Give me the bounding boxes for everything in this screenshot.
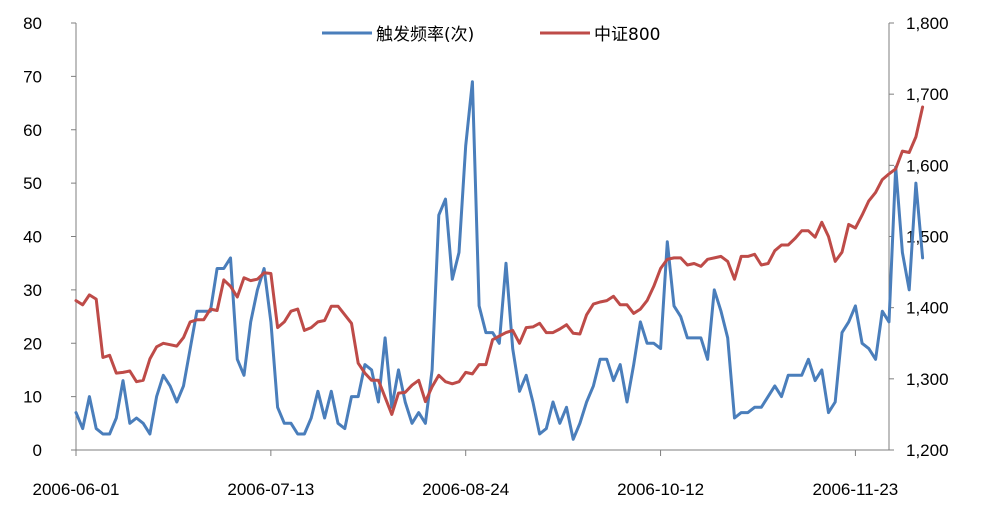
y-right-tick-label: 1,500 xyxy=(906,228,949,247)
x-tick-label: 2006-07-13 xyxy=(227,480,314,499)
y-left-tick-label: 50 xyxy=(23,174,42,193)
legend-label-trigger-frequency: 触发频率(次) xyxy=(376,25,474,45)
y-left-tick-label: 80 xyxy=(23,14,42,33)
y-left-tick-label: 60 xyxy=(23,121,42,140)
y-left-tick-label: 0 xyxy=(33,441,42,460)
x-tick-label: 2006-06-01 xyxy=(33,480,120,499)
y-right-tick-label: 1,600 xyxy=(906,156,949,175)
y-left-tick-label: 20 xyxy=(23,334,42,353)
legend-label-csi800: 中证800 xyxy=(594,25,660,45)
chart-series-lines xyxy=(74,80,925,441)
chart-legend: 触发频率(次) 中证800 xyxy=(322,25,660,45)
y-right-tick-label: 1,400 xyxy=(906,299,949,318)
x-tick-label: 2006-11-23 xyxy=(813,480,899,499)
series-line-trigger-frequency xyxy=(74,80,925,441)
chart-axes: 0 10 20 30 40 50 60 70 80 1,200 1,300 1,400 1,500 1,6… xyxy=(23,14,948,499)
y-right-tick-label: 1,200 xyxy=(906,441,949,460)
y-left-tick-label: 10 xyxy=(23,388,42,407)
x-tick-label: 2006-08-24 xyxy=(422,480,509,499)
y-right-tick-label: 1,300 xyxy=(906,370,949,389)
y-left-tick-label: 40 xyxy=(23,228,42,247)
y-left-tick-label: 70 xyxy=(23,67,42,86)
y-right-tick-label: 1,700 xyxy=(906,85,949,104)
series-line-csi800 xyxy=(74,105,925,416)
y-right-tick-label: 1,800 xyxy=(906,14,949,33)
y-left-tick-label: 30 xyxy=(23,281,42,300)
x-tick-label: 2006-10-12 xyxy=(617,480,704,499)
